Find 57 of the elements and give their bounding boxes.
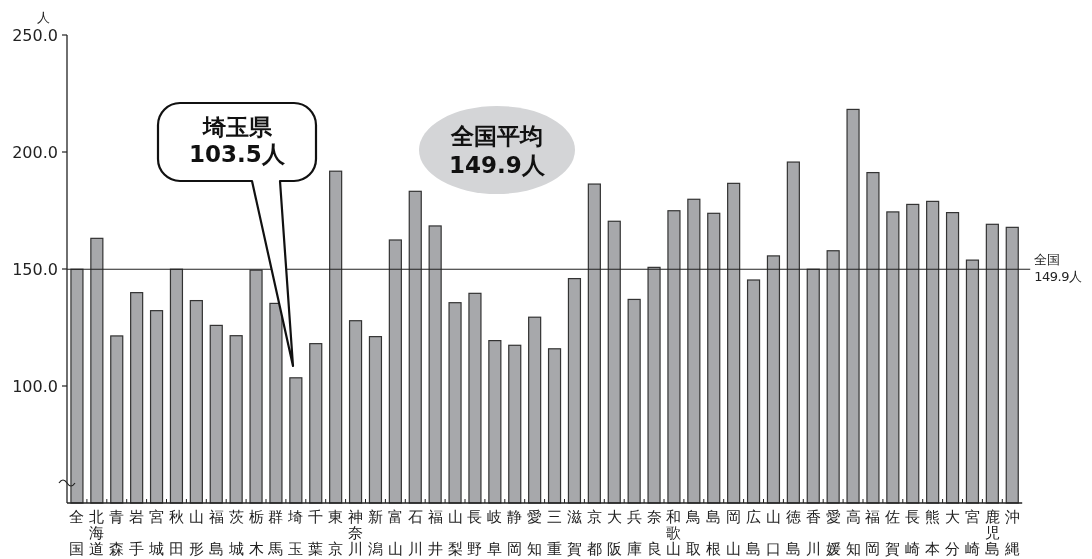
x-tick-label: 奈良 bbox=[646, 509, 662, 557]
annotation: 埼玉県 103.5人 bbox=[189, 114, 286, 167]
y-tick-label: 250.0 bbox=[12, 26, 58, 45]
x-tick-label: 山形 bbox=[188, 509, 204, 557]
x-tick-label: 山梨 bbox=[447, 509, 463, 557]
x-tick-label: 茨城 bbox=[227, 509, 244, 557]
ref-line-label: 全国 149.9人 bbox=[1034, 252, 1082, 285]
x-tick-label: 鳥取 bbox=[685, 509, 702, 557]
x-tick-label: 広島 bbox=[746, 509, 762, 557]
annotation: 全国平均 149.9人 bbox=[449, 123, 546, 178]
callout: 埼玉県 103.5人 bbox=[156, 101, 318, 368]
x-tick-label: 香川 bbox=[805, 509, 821, 557]
x-tick-label: 佐賀 bbox=[885, 509, 901, 557]
x-tick-label: 徳島 bbox=[785, 509, 801, 557]
x-tick-label: 京都 bbox=[586, 509, 602, 557]
x-tick-label: 青森 bbox=[109, 509, 125, 557]
y-tick-label: 150.0 bbox=[12, 260, 58, 279]
x-tick-label: 東京 bbox=[328, 509, 344, 557]
x-tick-label: 熊本 bbox=[925, 509, 941, 557]
x-tick-label: 富山 bbox=[387, 509, 403, 557]
x-tick-label: 岐阜 bbox=[487, 509, 503, 557]
x-tick-label: 宮崎 bbox=[964, 509, 980, 557]
x-tick-label: 埼玉 bbox=[287, 509, 304, 557]
x-tick-label: 栃木 bbox=[248, 509, 264, 557]
x-tick-label: 沖縄 bbox=[1003, 509, 1020, 557]
x-tick-label: 静岡 bbox=[507, 509, 523, 557]
x-tick-label: 大分 bbox=[945, 509, 961, 557]
x-tick-label: 岡山 bbox=[726, 509, 742, 557]
x-tick-label: 大阪 bbox=[606, 509, 622, 557]
x-tick-label: 秋田 bbox=[168, 509, 184, 557]
x-tick-label: 和歌山 bbox=[666, 509, 682, 557]
x-tick-label: 福岡 bbox=[865, 509, 881, 557]
x-tick-label: 神奈川 bbox=[348, 509, 364, 557]
x-tick-label: 山口 bbox=[765, 509, 781, 557]
x-tick-label: 岩手 bbox=[129, 509, 145, 557]
x-tick-label: 長崎 bbox=[905, 509, 921, 557]
x-tick-label: 滋賀 bbox=[566, 509, 582, 557]
x-tick-label: 福島 bbox=[208, 509, 224, 557]
x-tick-label: 愛知 bbox=[527, 509, 543, 557]
x-tick-label: 群馬 bbox=[267, 509, 284, 557]
y-tick-label: 200.0 bbox=[12, 143, 58, 162]
x-tick-label: 全国 bbox=[69, 509, 85, 557]
x-tick-label: 宮城 bbox=[148, 509, 165, 557]
x-tick-label: 高知 bbox=[845, 509, 861, 557]
y-axis-title: 人 bbox=[37, 10, 50, 25]
x-tick-label: 鹿児島 bbox=[984, 509, 1000, 557]
x-tick-label: 新潟 bbox=[367, 509, 383, 557]
x-tick-label: 石川 bbox=[407, 509, 423, 557]
x-tick-label: 千葉 bbox=[308, 509, 324, 557]
x-tick-label: 長野 bbox=[467, 509, 483, 557]
x-tick-label: 北海道 bbox=[89, 509, 105, 557]
x-tick-label: 島根 bbox=[706, 509, 722, 557]
x-tick-label: 愛媛 bbox=[825, 509, 841, 557]
x-tick-label: 福井 bbox=[427, 509, 443, 557]
x-tick-label: 兵庫 bbox=[626, 509, 642, 557]
y-tick-label: 100.0 bbox=[12, 377, 58, 396]
x-tick-label: 三重 bbox=[547, 509, 563, 557]
